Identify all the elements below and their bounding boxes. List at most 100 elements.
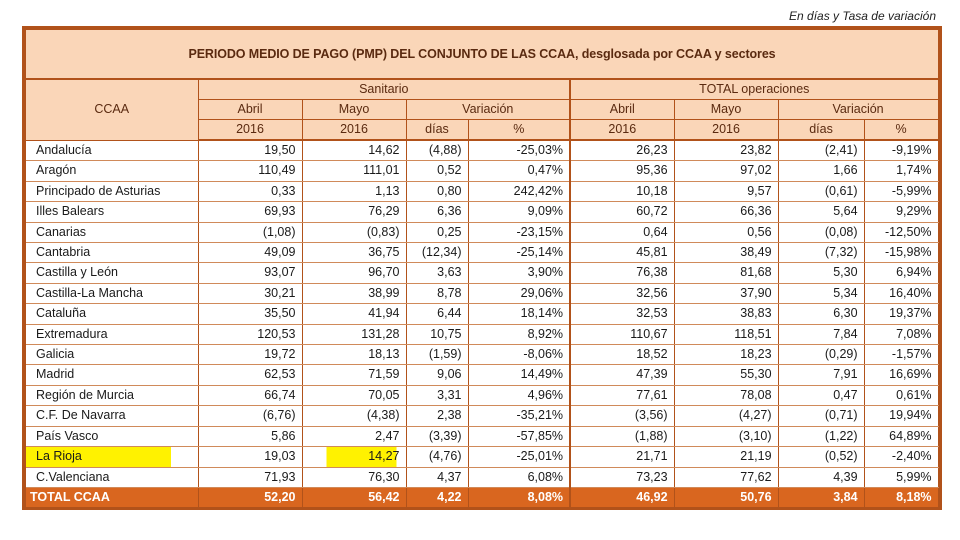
cell-s-dias: 6,44: [406, 303, 469, 325]
cell-s-abril: 5,86: [198, 426, 303, 448]
cell-s-dias: 0,80: [406, 181, 469, 203]
cell-t-mayo: 78,08: [674, 385, 779, 407]
cell-t-mayo: 38,49: [674, 242, 779, 264]
cell-t-pct: 1,74%: [864, 160, 939, 182]
cell-t-mayo: 21,19: [674, 446, 779, 468]
cell-s-dias: 6,36: [406, 201, 469, 223]
cell-t-mayo: 97,02: [674, 160, 779, 182]
total-t-dias: 3,84: [778, 487, 865, 507]
cell-s-abril: (6,76): [198, 405, 303, 427]
cell-t-dias: 7,84: [778, 324, 865, 346]
pmp-table: CCAA Sanitario TOTAL operaciones Abril M…: [26, 80, 939, 507]
cell-s-mayo: 2,47: [302, 426, 407, 448]
total-t-pct: 8,18%: [864, 487, 939, 507]
cell-s-mayo: 18,13: [302, 344, 407, 366]
cell-t-mayo: 38,83: [674, 303, 779, 325]
cell-s-abril: (1,08): [198, 222, 303, 244]
cell-t-dias: (0,61): [778, 181, 865, 203]
cell-s-dias: 4,37: [406, 467, 469, 488]
table-header: CCAA Sanitario TOTAL operaciones Abril M…: [26, 80, 939, 141]
total-s-pct: 8,08%: [468, 487, 572, 507]
cell-s-mayo: 96,70: [302, 262, 407, 284]
cell-t-mayo: 55,30: [674, 364, 779, 386]
row-ccaa-name: La Rioja: [26, 446, 199, 468]
cell-s-abril: 30,21: [198, 283, 303, 305]
cell-s-pct: 242,42%: [468, 181, 572, 203]
row-ccaa-name: País Vasco: [26, 426, 199, 448]
cell-s-mayo: 1,13: [302, 181, 407, 203]
cell-s-mayo: 111,01: [302, 160, 407, 182]
cell-t-abril: 60,72: [570, 201, 675, 223]
cell-s-mayo: 14,62: [302, 140, 407, 162]
cell-s-abril: 110,49: [198, 160, 303, 182]
row-ccaa-name: Castilla-La Mancha: [26, 283, 199, 305]
cell-t-mayo: (3,10): [674, 426, 779, 448]
cell-t-pct: 16,69%: [864, 364, 939, 386]
cell-s-mayo: 71,59: [302, 364, 407, 386]
cell-t-pct: -15,98%: [864, 242, 939, 264]
cell-t-abril: 73,23: [570, 467, 675, 488]
cell-t-abril: 95,36: [570, 160, 675, 182]
table-row: Aragón 110,49 111,01 0,52 0,47% 95,36 97,02 1,6…: [26, 160, 939, 182]
row-ccaa-name: Extremadura: [26, 324, 199, 346]
cell-s-pct: -25,14%: [468, 242, 572, 264]
cell-t-abril: 26,23: [570, 140, 675, 162]
cell-s-abril: 71,93: [198, 467, 303, 488]
cell-s-dias: 10,75: [406, 324, 469, 346]
cell-t-mayo: 0,56: [674, 222, 779, 244]
cell-t-pct: 5,99%: [864, 467, 939, 488]
header-sanitario: Sanitario: [198, 80, 572, 100]
cell-s-pct: -57,85%: [468, 426, 572, 448]
cell-t-pct: 64,89%: [864, 426, 939, 448]
table-row: C.F. De Navarra (6,76) (4,38) 2,38 -35,21% (3…: [26, 405, 939, 427]
total-s-dias: 4,22: [406, 487, 469, 507]
cell-s-abril: 66,74: [198, 385, 303, 407]
cell-t-abril: 10,18: [570, 181, 675, 203]
cell-s-pct: 3,90%: [468, 262, 572, 284]
cell-s-dias: (3,39): [406, 426, 469, 448]
cell-t-pct: -9,19%: [864, 140, 939, 162]
header-t-mayo-year: 2016: [674, 119, 779, 141]
total-s-abril: 52,20: [198, 487, 303, 507]
table-row: La Rioja 19,03 14,27 (4,76) -25,01% 21,71 21,1…: [26, 446, 939, 468]
cell-t-mayo: (4,27): [674, 405, 779, 427]
header-total-operaciones: TOTAL operaciones: [570, 80, 939, 100]
cell-t-abril: 32,56: [570, 283, 675, 305]
header-ccaa: CCAA: [26, 80, 199, 141]
cell-s-pct: 8,92%: [468, 324, 572, 346]
cell-t-pct: 0,61%: [864, 385, 939, 407]
table-body: Andalucía 19,50 14,62 (4,88) -25,03% 26,23 23,…: [26, 140, 939, 488]
header-t-abril-year: 2016: [570, 119, 675, 141]
cell-s-abril: 93,07: [198, 262, 303, 284]
header-s-pct: %: [468, 119, 572, 141]
cell-s-mayo: (0,83): [302, 222, 407, 244]
cell-s-pct: 9,09%: [468, 201, 572, 223]
cell-t-pct: 9,29%: [864, 201, 939, 223]
table-total: TOTAL CCAA 52,20 56,42 4,22 8,08% 46,92 …: [26, 487, 939, 507]
header-s-abril: Abril: [198, 99, 303, 120]
row-ccaa-name: C.Valenciana: [26, 467, 199, 488]
table-row: Canarias (1,08) (0,83) 0,25 -23,15% 0,64 0,56(…: [26, 222, 939, 244]
cell-t-abril: 47,39: [570, 364, 675, 386]
cell-t-pct: -2,40%: [864, 446, 939, 468]
total-s-mayo: 56,42: [302, 487, 407, 507]
cell-t-dias: (1,22): [778, 426, 865, 448]
cell-s-pct: 14,49%: [468, 364, 572, 386]
cell-t-abril: 110,67: [570, 324, 675, 346]
cell-s-pct: 6,08%: [468, 467, 572, 488]
cell-t-mayo: 77,62: [674, 467, 779, 488]
cell-s-dias: (12,34): [406, 242, 469, 264]
cell-t-abril: 76,38: [570, 262, 675, 284]
table-row: C.Valenciana 71,93 76,30 4,37 6,08% 73,23 77,6…: [26, 467, 939, 488]
cell-t-abril: (3,56): [570, 405, 675, 427]
cell-s-pct: 29,06%: [468, 283, 572, 305]
cell-s-abril: 69,93: [198, 201, 303, 223]
cell-s-pct: -25,03%: [468, 140, 572, 162]
cell-s-mayo: 131,28: [302, 324, 407, 346]
cell-s-abril: 19,50: [198, 140, 303, 162]
cell-s-dias: 8,78: [406, 283, 469, 305]
cell-t-abril: 45,81: [570, 242, 675, 264]
cell-t-mayo: 23,82: [674, 140, 779, 162]
cell-t-dias: 5,34: [778, 283, 865, 305]
cell-s-dias: 3,31: [406, 385, 469, 407]
